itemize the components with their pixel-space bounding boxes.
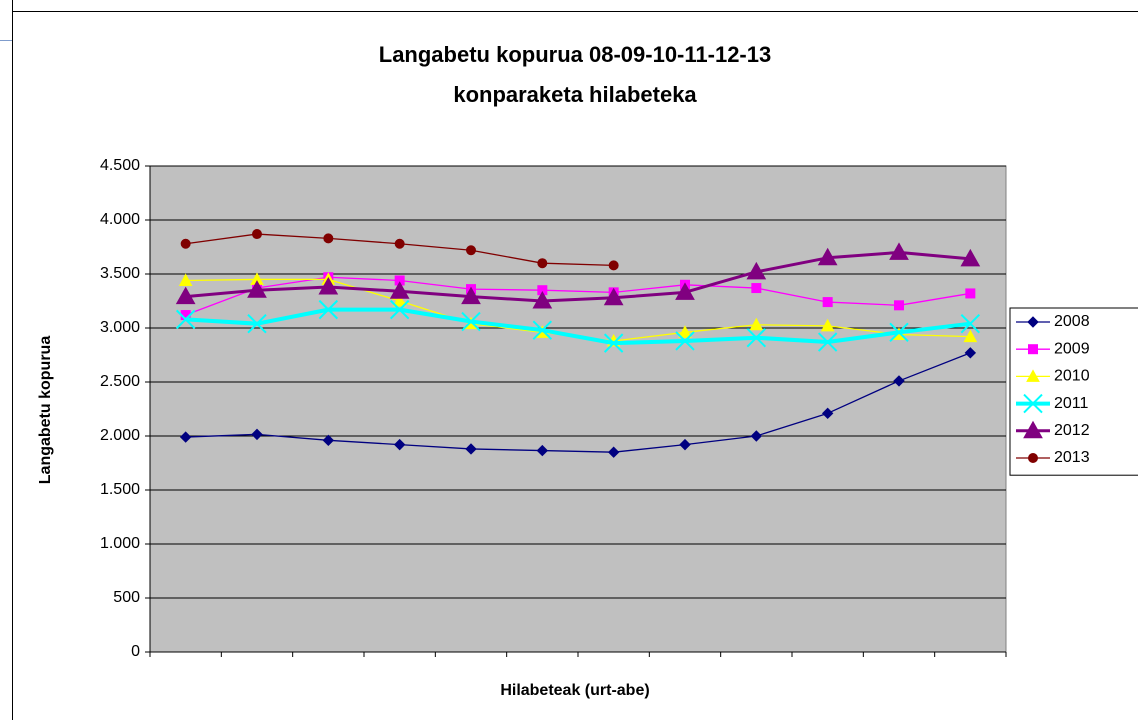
marker: [392, 293, 407, 307]
series-line: [185, 307, 971, 346]
y-axis-title: Langabetu kopurua: [37, 336, 54, 485]
y-tick-label: 0: [131, 643, 140, 660]
legend-label: 2011: [1054, 395, 1089, 412]
marker: [965, 288, 976, 299]
chart-title: konparaketa hilabeteka: [453, 82, 697, 107]
marker: [820, 318, 835, 332]
marker: [960, 313, 981, 334]
marker: [894, 300, 904, 311]
marker: [675, 331, 695, 351]
series: [180, 229, 619, 271]
legend-marker: [1023, 420, 1043, 439]
marker: [746, 261, 767, 280]
marker: [750, 430, 763, 442]
series: [175, 299, 981, 353]
marker: [465, 443, 477, 455]
y-tick-label: 3.000: [100, 319, 140, 336]
marker: [817, 247, 838, 266]
marker: [889, 242, 909, 260]
marker: [679, 438, 691, 451]
series-line: [185, 352, 971, 453]
marker: [964, 347, 977, 359]
marker: [389, 281, 410, 299]
y-tick-label: 4.500: [100, 157, 140, 174]
y-tick-label: 2.000: [100, 427, 140, 444]
marker: [179, 431, 192, 443]
marker: [817, 332, 838, 352]
legend-marker: [1028, 453, 1038, 463]
marker: [889, 322, 909, 343]
marker: [746, 328, 767, 348]
marker: [537, 258, 548, 269]
marker: [678, 325, 692, 338]
legend-marker: [1026, 369, 1040, 382]
plot-area: [149, 165, 1007, 653]
y-tick-label: 500: [113, 589, 140, 606]
y-tick-label: 1.000: [100, 535, 140, 552]
y-tick-label: 2.500: [100, 373, 140, 390]
y-tick-label: 1.500: [100, 481, 140, 498]
marker: [247, 313, 267, 334]
marker: [607, 446, 620, 458]
series-line: [185, 250, 971, 303]
marker: [603, 333, 624, 353]
marker: [960, 248, 981, 267]
marker: [963, 329, 978, 343]
legend-marker: [1023, 393, 1043, 414]
marker: [821, 407, 834, 420]
marker: [822, 297, 833, 308]
marker: [175, 309, 196, 330]
marker: [394, 238, 405, 249]
marker: [466, 245, 476, 256]
legend-label: 2012: [1054, 422, 1090, 439]
marker: [608, 260, 619, 271]
legend-marker: [1028, 344, 1038, 355]
marker: [393, 438, 406, 451]
legend-marker: [1027, 316, 1039, 328]
marker: [247, 280, 267, 298]
series: [179, 347, 977, 458]
marker: [318, 276, 339, 295]
marker: [252, 229, 262, 240]
marker: [389, 299, 410, 320]
marker: [532, 290, 553, 309]
series: [175, 242, 981, 309]
marker: [318, 299, 339, 320]
legend-label: 2010: [1054, 368, 1090, 385]
y-tick-label: 4.000: [100, 211, 140, 228]
marker: [178, 273, 193, 286]
legend-label: 2008: [1054, 313, 1090, 330]
chart-title: Langabetu kopurua 08-09-10-11-12-13: [379, 42, 771, 67]
marker: [749, 317, 764, 331]
legend-label: 2013: [1054, 449, 1090, 466]
marker: [461, 311, 481, 332]
marker: [323, 233, 334, 244]
marker: [322, 434, 335, 447]
marker: [751, 283, 762, 294]
marker: [893, 375, 905, 387]
marker: [603, 287, 624, 306]
marker: [180, 238, 191, 249]
marker: [251, 428, 263, 441]
legend-box: [1009, 307, 1138, 476]
marker: [675, 282, 695, 300]
legend-label: 2009: [1054, 340, 1090, 357]
marker: [536, 444, 549, 457]
x-axis-title: Hilabeteak (urt-abe): [500, 682, 649, 699]
marker: [461, 286, 481, 305]
marker: [175, 286, 196, 305]
y-tick-label: 3.500: [100, 265, 140, 282]
marker: [532, 320, 553, 340]
